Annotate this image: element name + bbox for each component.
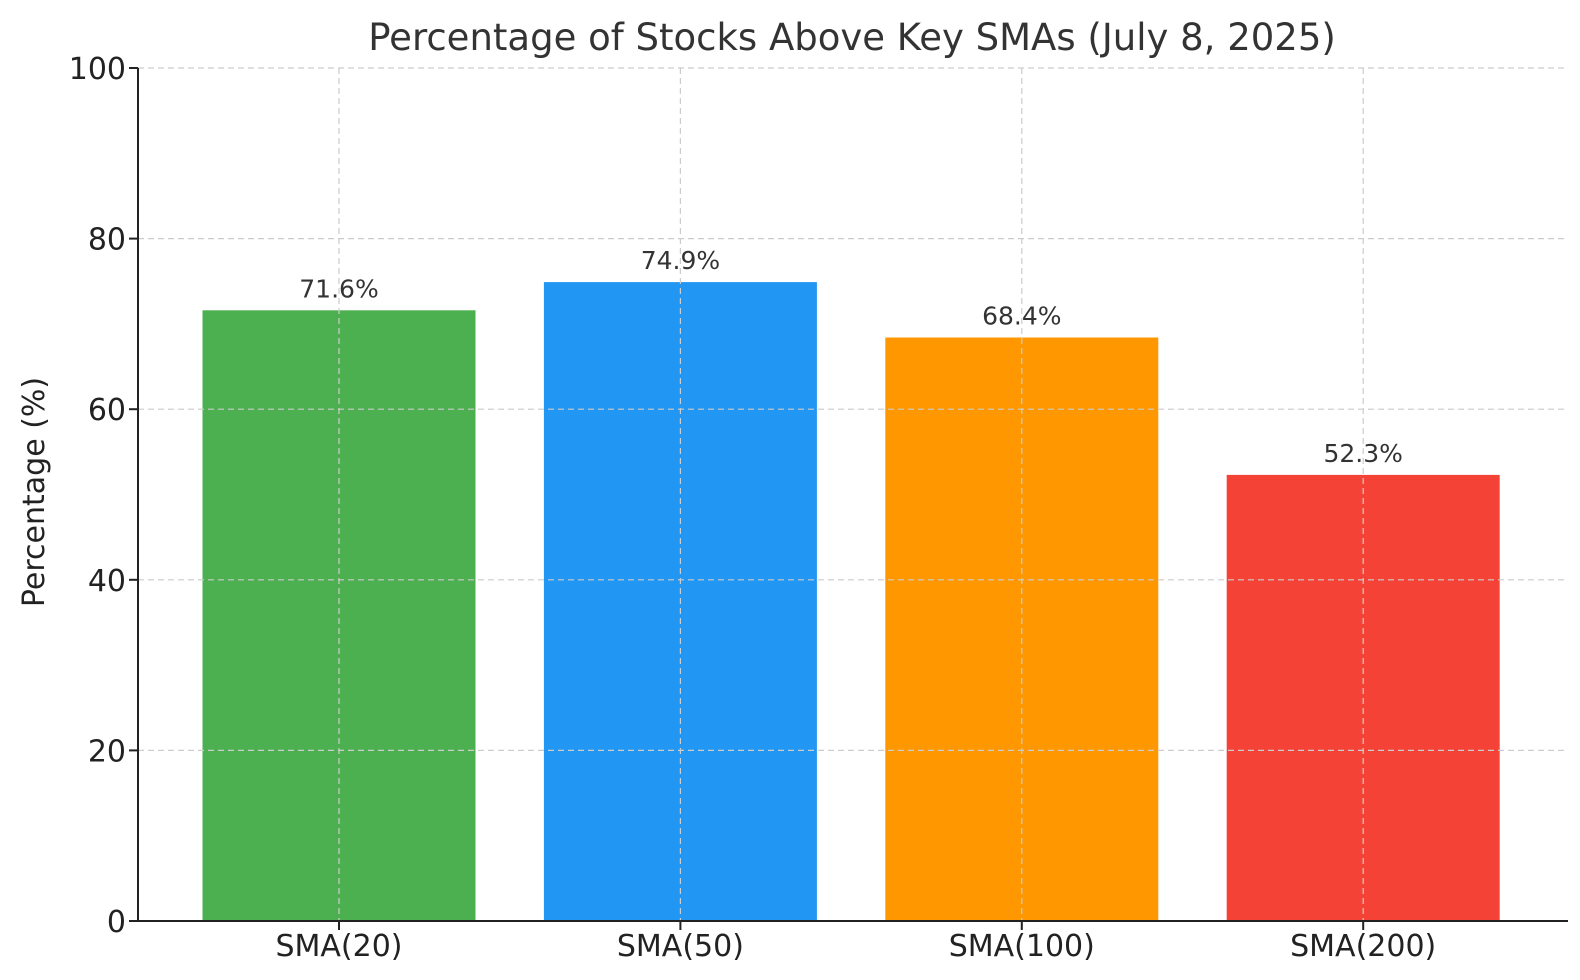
bar-value-label: 68.4% xyxy=(982,302,1061,331)
y-tick-label: 0 xyxy=(107,905,126,940)
x-tick-label: SMA(100) xyxy=(949,929,1095,964)
y-axis-label: Percentage (%) xyxy=(17,377,52,607)
bars xyxy=(202,282,1500,922)
y-tick-label: 100 xyxy=(69,52,126,87)
x-tick-label: SMA(200) xyxy=(1290,929,1436,964)
chart-title: Percentage of Stocks Above Key SMAs (Jul… xyxy=(368,16,1336,59)
x-tick-label: SMA(20) xyxy=(275,929,402,964)
gridlines xyxy=(138,67,1568,921)
bar-value-label: 74.9% xyxy=(641,246,720,275)
y-tick-label: 80 xyxy=(88,223,126,258)
bar-value-labels: 71.6% 74.9% 68.4% 52.3% xyxy=(299,246,1403,468)
y-tick-label: 60 xyxy=(88,393,126,428)
y-tick-label: 20 xyxy=(88,734,126,769)
axes: 0 20 40 60 80 100 SMA(20) SMA(50) SMA(100) SMA(20… xyxy=(69,52,1568,964)
y-tick-label: 40 xyxy=(88,564,126,599)
bar-value-label: 52.3% xyxy=(1323,439,1402,468)
x-tick-label: SMA(50) xyxy=(617,929,744,964)
bar-value-label: 71.6% xyxy=(299,274,378,303)
